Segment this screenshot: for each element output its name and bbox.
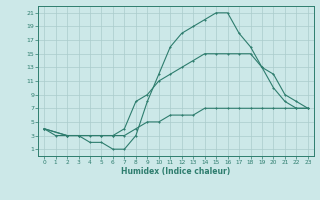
X-axis label: Humidex (Indice chaleur): Humidex (Indice chaleur) — [121, 167, 231, 176]
